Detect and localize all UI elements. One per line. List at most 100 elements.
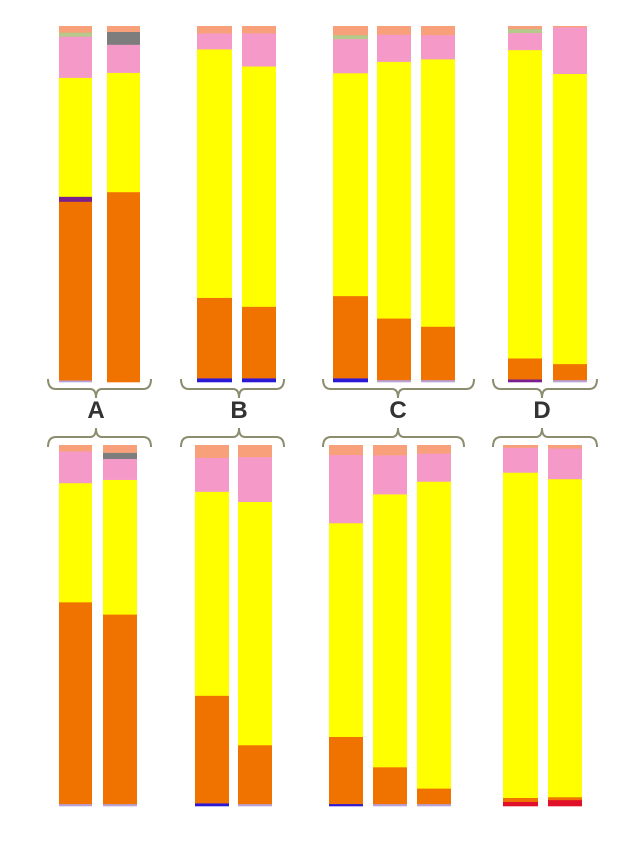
bottom-group-a-bar-1-segment-orange <box>59 602 92 805</box>
top-group-c-bar-3-segment-salmon <box>421 26 455 36</box>
top-group-c-bar-1-segment-blue <box>333 378 368 383</box>
bottom-group-a-bar-2-segment-pink <box>103 458 137 480</box>
top-group-d-bar-1-segment-lightgreen <box>508 28 542 34</box>
bottom-group-d-bar-1-segment-pink <box>503 447 538 473</box>
bottom-group-c-bar-1-segment-pink <box>329 454 363 524</box>
top-group-a-bar-1-segment-pink <box>59 36 92 78</box>
top-group-b-bar-2-segment-salmon <box>242 26 276 34</box>
top-group-b-bar-2-segment-yellow <box>242 66 276 307</box>
bottom-group-a-bar-1-segment-lavender <box>59 803 92 807</box>
top-group-a-bar-1-segment-yellow <box>59 77 92 197</box>
top-group-d-bar-2-segment-pink <box>553 27 587 75</box>
bottom-group-b-bar-2-segment-lavender <box>238 803 272 807</box>
top-group-b-bar-1-segment-salmon <box>197 26 232 34</box>
bottom-group-c-bar-2-segment-yellow <box>373 494 407 768</box>
bottom-group-a-bar-2-segment-orange <box>103 614 137 805</box>
top-group-a-bar-1-segment-salmon <box>59 26 92 33</box>
bottom-group-b-bar-1-segment-salmon <box>195 445 229 458</box>
bottom-group-d-bar-1-segment-yellow <box>503 472 538 798</box>
top-group-c-bar-2-segment-salmon <box>377 26 411 35</box>
bottom-group-c-bar-3-segment-lavender <box>417 803 451 807</box>
bottom-group-b-bar-2-segment-yellow <box>238 501 272 746</box>
top-group-c-bar-1-segment-pink <box>333 38 368 74</box>
top-group-b-bar-1-segment-blue <box>197 378 232 383</box>
bottom-group-b-bar-1-segment-yellow <box>195 491 229 696</box>
bottom-group-c-bar-1-segment-blue <box>329 803 363 807</box>
top-group-a-bar-2-segment-orange <box>107 191 140 383</box>
top-group-d-bar-2-segment-salmon <box>553 26 587 28</box>
group-label-a: A <box>87 397 104 424</box>
bottom-group-a-bar-2-segment-gray <box>103 452 137 460</box>
top-group-d-bar-1-segment-purple <box>508 379 542 383</box>
top-group-a-bar-1-segment-lavender <box>59 380 92 383</box>
top-group-d-bar-2-segment-orange <box>553 363 587 381</box>
top-group-c-bar-1-segment-yellow <box>333 72 368 297</box>
top-group-d-bar-1-segment-salmon <box>508 26 542 30</box>
top-group-c-bar-2-segment-lavender <box>377 379 411 383</box>
bottom-group-d-bar-1-segment-orange <box>503 797 538 802</box>
group-labels: A B C D <box>87 397 550 424</box>
bottom-group-b-bar-2-segment-salmon <box>238 445 272 458</box>
bottom-group-a-bar-1-segment-yellow <box>59 482 92 603</box>
top-group-c-bar-3-segment-lavender <box>421 379 455 383</box>
top-group-c-bar-1-segment-lightgreen <box>333 34 368 40</box>
top-group-a-bar-2-segment-gray <box>107 31 140 45</box>
bottom-group-c-bar-2-segment-lavender <box>373 803 407 807</box>
top-group-b-bar-2-segment-orange <box>242 306 276 379</box>
group-label-d: D <box>533 397 550 424</box>
top-group-c-bar-1-segment-orange <box>333 295 368 379</box>
top-group-a-bar-1-segment-orange <box>59 201 92 381</box>
bottom-group-b-bar-2-segment-pink <box>238 456 272 502</box>
top-group-a-bar-2-segment-pink <box>107 44 140 73</box>
top-group-b-bar-1-segment-pink <box>197 33 232 50</box>
top-group-b-bar-1-segment-orange <box>197 297 232 379</box>
bottom-group-d-bar-2-segment-yellow <box>548 478 582 798</box>
top-group-b-bar-1-segment-yellow <box>197 49 232 298</box>
top-group-c-bar-3-segment-orange <box>421 326 455 381</box>
bottom-group-a-bar-1-segment-salmon <box>59 445 92 452</box>
bottom-bracket-a <box>47 427 152 448</box>
top-group-c-bar-2-segment-pink <box>377 34 411 62</box>
bottom-group-c-bar-2-segment-salmon <box>373 445 407 456</box>
bottom-group-c-bar-1-segment-orange <box>329 736 363 805</box>
top-group-d-bar-1-segment-orange <box>508 358 542 380</box>
top-group-c-bar-2-segment-orange <box>377 318 411 381</box>
bottom-group-d-bar-1-segment-red <box>503 801 538 807</box>
top-group-b-bar-2-segment-pink <box>242 33 276 67</box>
top-group-d-bar-2-segment-yellow <box>553 73 587 365</box>
top-group-c-bar-3-segment-yellow <box>421 59 455 327</box>
bottom-bracket-d <box>492 427 598 448</box>
bottom-group-b-bar-1-segment-pink <box>195 457 229 492</box>
bottom-group-b-bar-1-segment-orange <box>195 695 229 804</box>
bottom-group-c-bar-3-segment-pink <box>417 453 451 482</box>
bottom-group-a-bar-1-segment-pink <box>59 451 92 484</box>
bottom-group-c-bar-3-segment-orange <box>417 788 451 805</box>
top-bracket-b <box>180 378 285 399</box>
bottom-group-c-bar-2-segment-orange <box>373 767 407 805</box>
top-group-c-bar-3-segment-pink <box>421 34 455 60</box>
bottom-chart-panel <box>59 445 582 807</box>
top-group-c-bar-1-segment-salmon <box>333 26 368 36</box>
group-label-c: C <box>389 397 406 424</box>
top-group-a-bar-2-segment-yellow <box>107 72 140 193</box>
bottom-group-d-bar-2-segment-red <box>548 799 582 807</box>
top-group-c-bar-2-segment-yellow <box>377 61 411 319</box>
bottom-group-c-bar-3-segment-yellow <box>417 481 451 789</box>
bottom-group-b-bar-2-segment-orange <box>238 744 272 805</box>
bottom-group-a-bar-2-segment-salmon <box>103 445 137 453</box>
top-group-a-bar-1-segment-lightgreen <box>59 32 92 37</box>
top-group-d-bar-2-segment-lavender <box>553 379 587 383</box>
top-chart-panel <box>59 26 587 383</box>
bottom-group-a-bar-2-segment-yellow <box>103 479 137 615</box>
bottom-group-c-bar-3-segment-salmon <box>417 445 451 454</box>
bottom-bracket-b <box>180 427 285 448</box>
top-group-b-bar-2-segment-blue <box>242 378 276 383</box>
bottom-group-d-bar-2-segment-pink <box>548 448 582 480</box>
bottom-group-b-bar-1-segment-blue <box>195 803 229 807</box>
group-label-b: B <box>230 397 247 424</box>
bottom-group-d-bar-2-segment-orange <box>548 796 582 801</box>
bottom-bracket-c <box>322 427 465 448</box>
top-group-d-bar-1-segment-yellow <box>508 49 542 359</box>
top-group-d-bar-1-segment-pink <box>508 32 542 51</box>
bottom-group-d-bar-2-segment-salmon <box>548 445 582 449</box>
